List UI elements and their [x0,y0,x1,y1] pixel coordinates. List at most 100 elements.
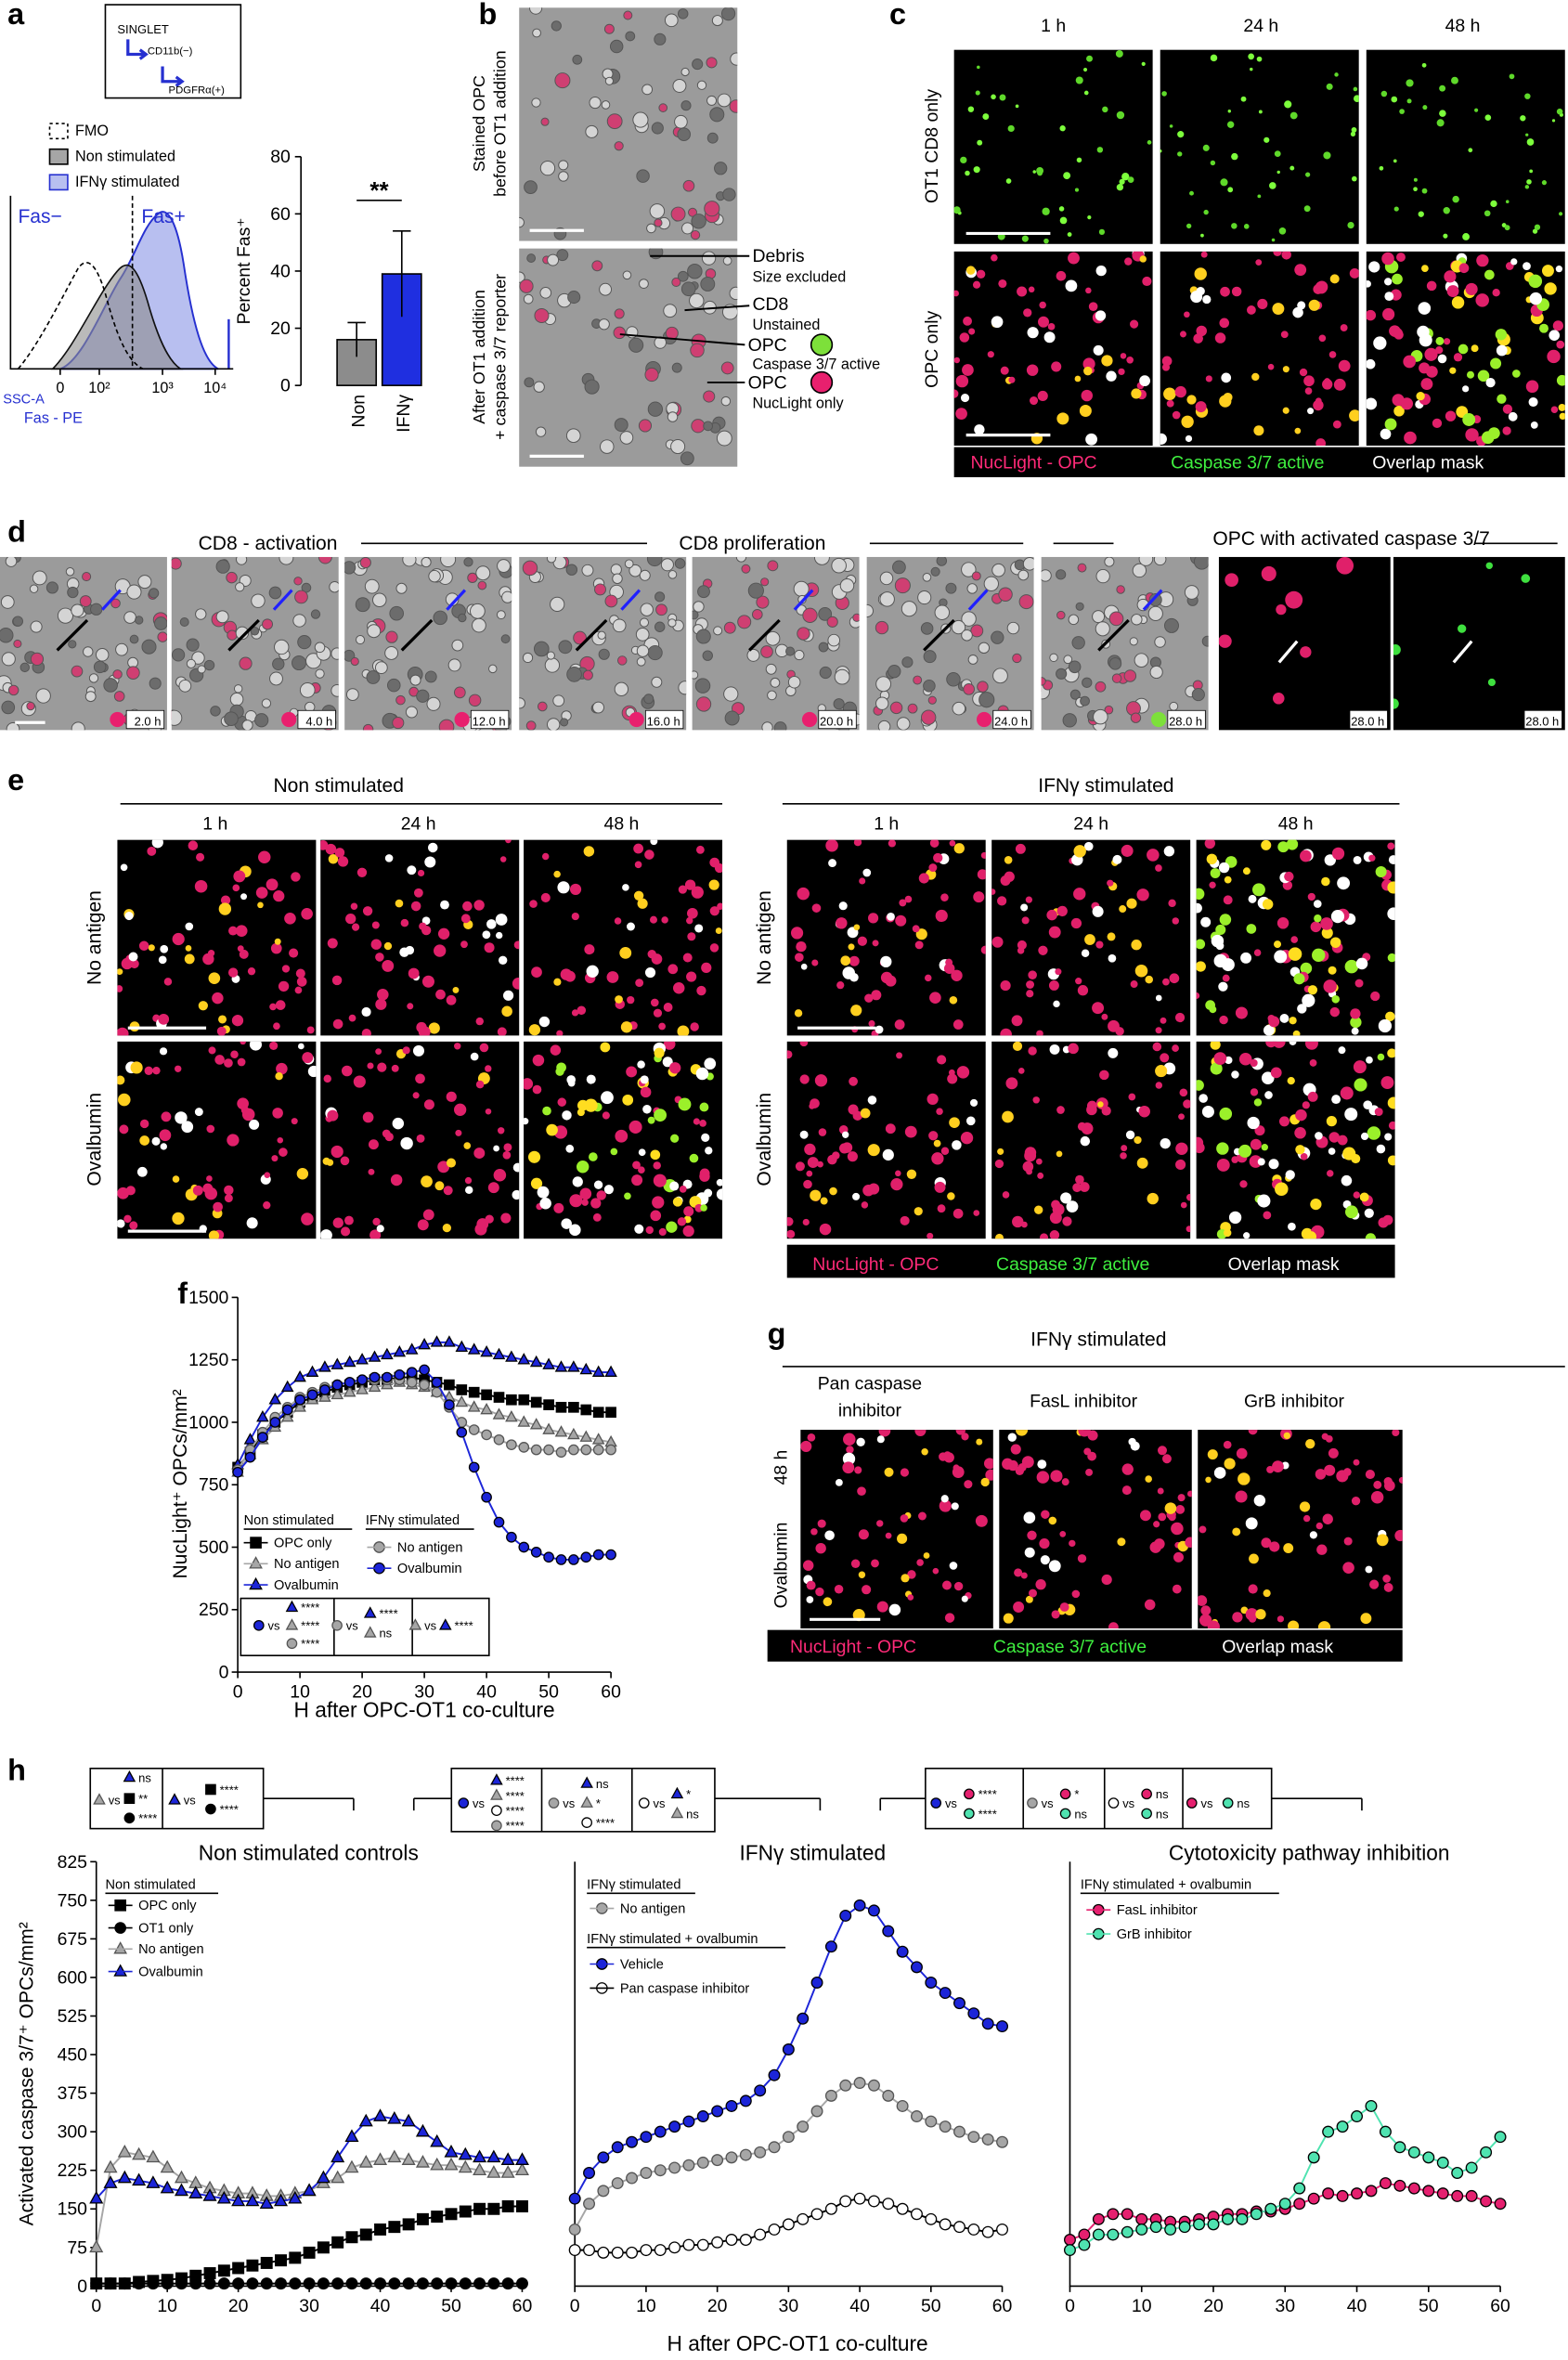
marker [492,1347,506,1360]
cell [945,582,957,594]
marker [203,2267,216,2280]
cell [160,1143,168,1150]
rule [793,589,814,611]
cell [947,1192,955,1200]
cells [320,839,520,1036]
cell [567,1079,576,1087]
cell [878,1430,891,1437]
cell [1267,363,1275,370]
cell [876,1435,885,1444]
cell [1367,1126,1381,1140]
cell [1186,1490,1192,1498]
cell [1541,180,1548,186]
cell [524,377,535,388]
cell [711,15,723,27]
cell [978,642,991,655]
marker [568,2192,581,2205]
cell [949,839,956,847]
cell [1081,1122,1094,1135]
cell [540,892,551,902]
cell [235,925,248,937]
cell [452,986,460,993]
cell [240,1041,247,1045]
marker [493,1392,505,1403]
stat-label: ns [1156,1807,1169,1821]
cell [1189,190,1194,196]
error-bar [393,230,411,318]
cell [1124,257,1133,266]
cell [1370,1491,1384,1504]
label: CD8 proliferation [679,533,825,554]
marker [1393,2141,1406,2154]
cell [1436,119,1445,127]
marker [754,2146,767,2159]
rule [1277,640,1299,664]
marker [711,2236,724,2249]
cell [1305,172,1311,177]
cell [438,719,455,731]
cell [1350,1008,1361,1019]
cell [592,1212,602,1222]
cell [983,576,999,591]
cell [440,556,457,568]
cell [1453,353,1463,362]
cell [1379,165,1384,171]
x-tick-label: 0 [91,2296,101,2316]
cell [240,893,248,901]
cell [929,992,941,1005]
micrograph-bg [519,7,738,241]
cell [1268,1159,1279,1170]
cell [423,1099,434,1110]
cell [1202,144,1210,151]
cell [375,998,387,1010]
stat-label: **** [301,1601,319,1614]
cell [1000,875,1011,887]
cell [977,869,986,880]
cell [664,13,679,28]
marker [654,2244,667,2257]
cell [1073,845,1086,858]
micrograph [0,556,167,731]
marker [1451,2189,1464,2202]
cell [1232,1527,1241,1537]
marker [543,1399,554,1410]
cell [118,1093,131,1107]
cell [586,965,599,978]
cell [553,1202,564,1213]
cell [897,1533,908,1544]
cell [1556,340,1565,349]
marker [1379,2177,1392,2190]
marker [611,2141,624,2154]
cell [112,669,123,680]
marker [160,2159,175,2173]
cell [1299,1501,1311,1512]
y-tick-label: 75 [67,2237,87,2258]
cell [692,610,699,620]
marker [445,2208,458,2221]
cell [1328,1148,1336,1155]
cell [1274,150,1281,158]
cell [1147,140,1152,145]
cell [786,1229,796,1238]
marker [343,1385,356,1397]
cell [1239,1180,1248,1188]
cell [1101,1106,1111,1116]
rule [967,589,989,611]
cell [1320,917,1333,930]
cell [1308,299,1320,311]
cell [533,381,545,393]
cell [493,1145,499,1152]
cell [624,1192,631,1200]
cell [502,990,514,1001]
cell [1048,1516,1057,1525]
cell [997,1148,1004,1155]
marker [1207,2218,1220,2231]
cell [836,917,848,929]
cell [672,1197,683,1207]
marker [1107,2208,1120,2221]
marker [402,2277,415,2290]
marker [1264,2202,1277,2215]
cell [158,955,167,965]
cell [424,670,437,683]
cell [1508,411,1518,421]
